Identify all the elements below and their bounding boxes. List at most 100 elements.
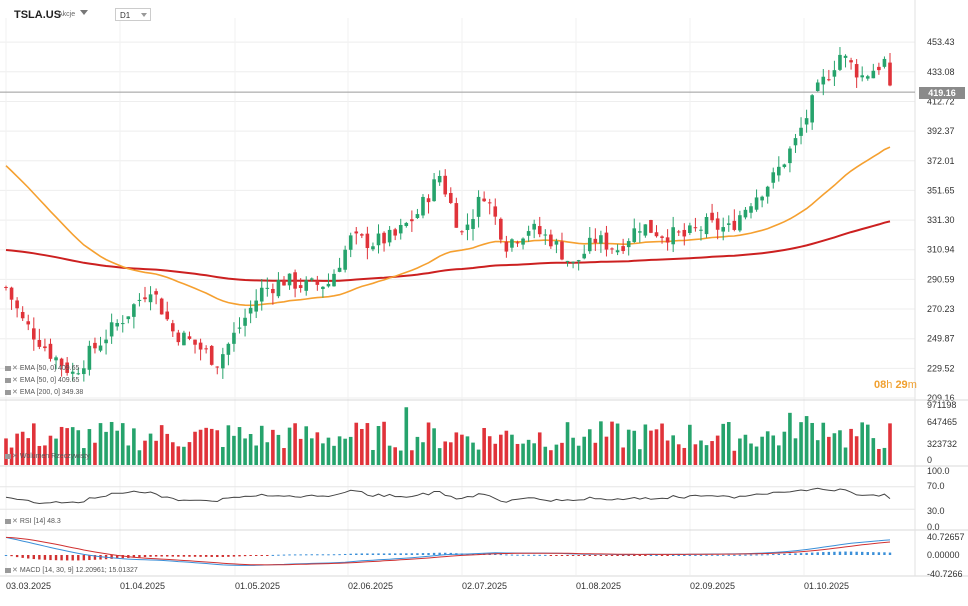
indicator-legend-ema200[interactable]: ✕ EMA [200, 0] 349.38	[5, 388, 83, 396]
candle-body	[760, 196, 764, 201]
candle-body	[688, 225, 692, 233]
candle-body	[309, 278, 314, 280]
volume-axis-label: 0	[927, 455, 932, 465]
volume-bar	[360, 428, 364, 465]
volume-legend[interactable]: ✕ Wolumen Rzeczywisty	[5, 452, 90, 460]
macd-bar	[644, 555, 647, 556]
macd-bar	[532, 554, 536, 556]
indicator-settings-icon[interactable]	[5, 453, 11, 459]
close-icon[interactable]: ✕	[12, 567, 18, 574]
candle-body	[54, 357, 58, 361]
volume-bar	[215, 430, 220, 465]
volume-bar	[282, 448, 286, 465]
close-icon[interactable]: ✕	[12, 389, 18, 396]
last-price-badge: 419.16	[919, 87, 965, 99]
macd-bar	[777, 553, 781, 555]
volume-bar	[120, 423, 125, 465]
candle	[626, 238, 631, 256]
price-axis-label: 310.94	[927, 245, 955, 255]
volume-axis-label: 647465	[927, 417, 957, 427]
candle-body	[838, 54, 842, 70]
candle-body	[888, 62, 892, 86]
indicator-legend-ema50-a[interactable]: ✕ EMA [50, 0] 409.65	[5, 364, 79, 372]
rsi-legend[interactable]: ✕ RSI [14] 48.3	[5, 517, 61, 525]
close-icon[interactable]: ✕	[12, 518, 18, 525]
volume-bar	[365, 423, 370, 465]
indicator-settings-icon[interactable]	[5, 567, 11, 573]
symbol-label[interactable]: TSLA.US	[14, 9, 62, 21]
indicator-legend-ema50-b[interactable]: ✕ EMA [50, 0] 409.65	[5, 376, 79, 384]
candle-body	[321, 286, 325, 289]
macd-bar	[633, 555, 636, 556]
candle-body	[137, 299, 142, 301]
candle-body	[43, 346, 47, 349]
macd-bar	[182, 555, 186, 557]
indicator-settings-icon[interactable]	[5, 389, 11, 395]
close-icon[interactable]: ✕	[12, 453, 18, 460]
candle-body	[643, 224, 648, 236]
x-axis-label: 02.07.2025	[462, 581, 507, 591]
candle-body	[865, 76, 870, 79]
candle	[276, 272, 281, 299]
indicator-settings-icon[interactable]	[5, 518, 11, 524]
macd-bar	[405, 553, 408, 555]
macd-bar	[171, 555, 174, 557]
volume-label: Wolumen Rzeczywisty	[19, 453, 90, 460]
volume-bar	[760, 436, 764, 465]
candle	[265, 277, 270, 297]
candle-body	[437, 175, 442, 183]
volume-bar	[521, 443, 525, 465]
macd-bar	[783, 553, 786, 555]
macd-bar	[527, 554, 530, 556]
candle-body	[326, 283, 331, 287]
candle	[699, 226, 703, 241]
macd-bar	[193, 555, 197, 557]
candle-body	[365, 233, 370, 249]
candle-body	[693, 227, 698, 229]
macd-bar	[366, 553, 369, 555]
candle	[187, 331, 192, 341]
volume-bar	[20, 431, 25, 465]
volume-bar	[510, 434, 514, 465]
x-axis-label: 03.03.2025	[6, 581, 51, 591]
macd-legend[interactable]: ✕ MACD [14, 30, 9] 12.20961; 15.01327	[5, 566, 138, 574]
candle-body	[788, 148, 792, 164]
macd-bar	[722, 554, 725, 556]
candle-body	[704, 217, 709, 235]
macd-bar	[816, 552, 819, 555]
volume-bar	[871, 438, 876, 465]
candle-body	[209, 345, 214, 365]
volume-bar	[432, 428, 436, 465]
volume-bar	[615, 423, 620, 465]
candle-body	[810, 95, 814, 123]
candle-body	[721, 227, 726, 232]
candle-body	[432, 179, 436, 202]
macd-bar	[877, 552, 881, 555]
candle	[482, 191, 486, 202]
candle	[159, 297, 164, 315]
volume-bar	[676, 444, 681, 465]
candle	[298, 278, 303, 293]
macd-bar	[733, 554, 736, 556]
candle-body	[549, 234, 553, 247]
close-icon[interactable]: ✕	[12, 365, 18, 372]
indicator-settings-icon[interactable]	[5, 377, 11, 383]
macd-bar	[393, 553, 397, 555]
macd-bar	[866, 552, 869, 555]
interval-select[interactable]: D1	[115, 8, 151, 21]
candle	[415, 208, 420, 220]
close-icon[interactable]: ✕	[12, 377, 18, 384]
macd-bar	[699, 554, 703, 556]
volume-bar	[37, 445, 42, 465]
volume-bar	[293, 423, 297, 465]
volume-bar	[221, 446, 225, 465]
volume-bar	[76, 430, 81, 465]
volume-bar	[777, 445, 781, 465]
volume-bar	[710, 441, 714, 465]
symbol-dropdown-icon[interactable]	[80, 10, 88, 15]
indicator-settings-icon[interactable]	[5, 365, 11, 371]
volume-bar	[749, 443, 753, 465]
candle	[454, 197, 459, 228]
